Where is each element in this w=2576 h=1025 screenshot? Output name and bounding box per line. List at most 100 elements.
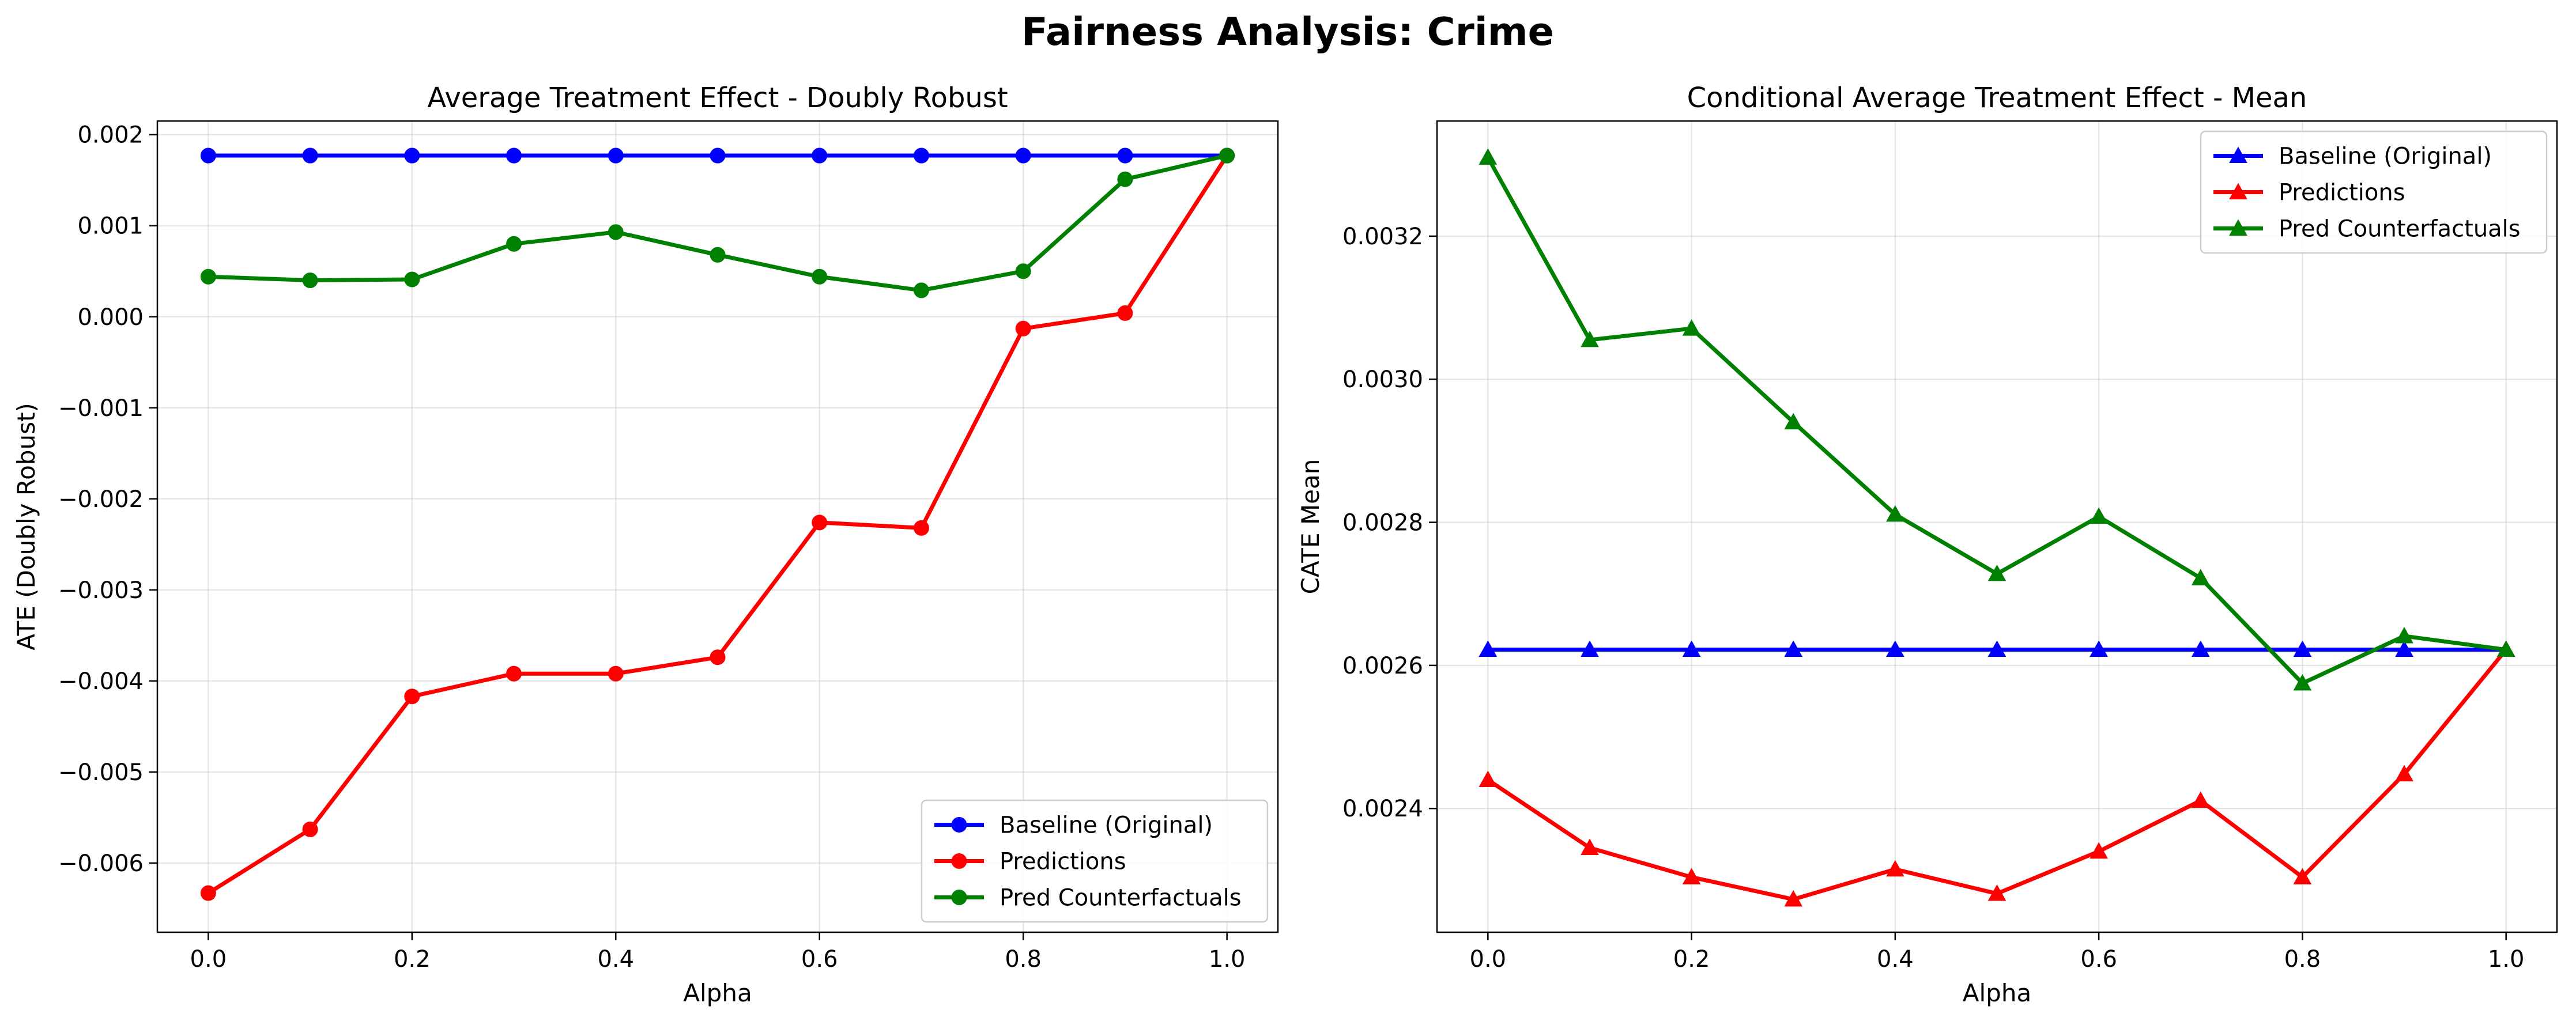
data-point [404, 689, 420, 705]
data-point [1117, 305, 1133, 321]
data-point [2090, 507, 2108, 524]
data-point [1682, 319, 1701, 336]
series-line [1485, 646, 2509, 902]
x-tick-label: 1.0 [1209, 946, 1246, 973]
data-point [2395, 626, 2413, 644]
y-tick-label: 0.000 [77, 304, 144, 331]
series-0 [1479, 640, 2515, 657]
data-point [1784, 413, 1803, 430]
legend-marker [951, 853, 967, 869]
data-point [200, 885, 216, 901]
chart-cate-mean: 0.0 0.2 0.4 0.6 0.8 1.0 0.0024 0.0026 0.0028 0.00… [1296, 82, 2558, 1007]
data-point [1886, 640, 1904, 657]
data-point [2090, 842, 2108, 859]
legend-box [2200, 130, 2548, 254]
legend-marker [2229, 146, 2247, 163]
chart-title: Average Treatment Effect - Doubly Robust [427, 82, 1008, 114]
figure-title: Fairness Analysis: Crime [1021, 9, 1554, 54]
legend-box [921, 799, 1269, 923]
y-tick-label: −0.002 [58, 486, 144, 513]
x-tick-label: 1.0 [2488, 946, 2525, 973]
x-tick-label: 0.2 [394, 946, 431, 973]
data-point [1015, 320, 1031, 336]
y-tick-label: 0.001 [77, 213, 144, 240]
x-tick-label: 0.8 [1005, 946, 1042, 973]
legend-item: Pred Counterfactuals [2213, 216, 2521, 243]
data-point [404, 147, 420, 164]
data-point [1015, 263, 1031, 279]
series-line [205, 153, 1230, 896]
data-point [710, 247, 726, 263]
data-point [1987, 564, 2007, 581]
legend-label: Predictions [2279, 180, 2405, 206]
data-point [608, 224, 624, 240]
data-point [2395, 765, 2413, 782]
y-tick-label: 0.0032 [1342, 224, 1423, 250]
series-1 [1479, 640, 2515, 907]
data-point [1581, 640, 1599, 657]
x-tick-label: 0.4 [597, 946, 634, 973]
data-point [1015, 147, 1031, 164]
legend-label: Baseline (Original) [1000, 812, 1213, 839]
data-point [1479, 770, 1498, 788]
legend-marker [2229, 219, 2247, 236]
data-point [1117, 171, 1133, 187]
legend: Baseline (Original) Predictions Pred Count… [2200, 130, 2548, 254]
data-point [1784, 890, 1803, 907]
legend-item: Pred Counterfactuals [934, 885, 1242, 911]
data-point [2191, 640, 2210, 657]
data-point [1987, 640, 2007, 657]
chart-ate-doubly-robust: 0.0 0.2 0.4 0.6 0.8 1.0 −0.006 −0.005 −0.004 −0.0… [12, 82, 1279, 1007]
y-axis-label: ATE (Doubly Robust) [12, 403, 40, 650]
data-point [1219, 147, 1235, 164]
data-point [302, 273, 318, 289]
y-tick-label: −0.001 [58, 395, 144, 422]
data-point [506, 665, 522, 682]
data-point [302, 147, 318, 164]
data-point [812, 268, 828, 285]
data-point [1479, 148, 1498, 165]
legend-item: Predictions [2213, 180, 2405, 206]
legend-marker [951, 890, 967, 905]
y-tick-label: −0.006 [58, 850, 144, 877]
data-point [506, 147, 522, 164]
x-tick-label: 0.0 [1470, 946, 1507, 973]
y-axis-label: CATE Mean [1296, 459, 1325, 595]
legend-label: Baseline (Original) [2279, 143, 2492, 170]
data-point [2496, 640, 2515, 657]
data-point [812, 515, 828, 531]
x-tick-label: 0.0 [190, 946, 227, 973]
legend-item: Baseline (Original) [934, 812, 1213, 839]
data-point [2293, 868, 2312, 884]
series-2 [1479, 148, 2515, 691]
plot-frame [156, 120, 1279, 933]
data-point [1682, 640, 1701, 657]
data-point [2293, 674, 2312, 691]
legend-label: Predictions [1000, 849, 1126, 875]
series-2 [200, 147, 1235, 298]
data-point [913, 147, 929, 164]
data-point [913, 282, 929, 298]
data-point [2191, 791, 2210, 808]
legend-label: Pred Counterfactuals [1000, 885, 1242, 911]
data-point [2191, 569, 2210, 585]
legend-item: Baseline (Original) [2213, 143, 2492, 170]
data-point [404, 271, 420, 288]
y-tick-label: 0.0030 [1342, 366, 1423, 393]
data-point [1682, 868, 1701, 884]
data-point [2293, 640, 2312, 657]
data-point [1987, 884, 2007, 901]
data-point [506, 236, 522, 252]
x-tick-label: 0.6 [2080, 946, 2117, 973]
y-tick-label: 0.002 [77, 122, 144, 149]
plot-frame [1436, 120, 2558, 933]
legend-marker [2229, 183, 2247, 199]
legend-label: Pred Counterfactuals [2279, 216, 2521, 243]
x-tick-label: 0.8 [2284, 946, 2321, 973]
data-point [608, 147, 624, 164]
y-tick-label: −0.005 [58, 759, 144, 786]
data-point [200, 268, 216, 285]
data-point [1581, 838, 1599, 855]
data-point [1886, 860, 1904, 877]
